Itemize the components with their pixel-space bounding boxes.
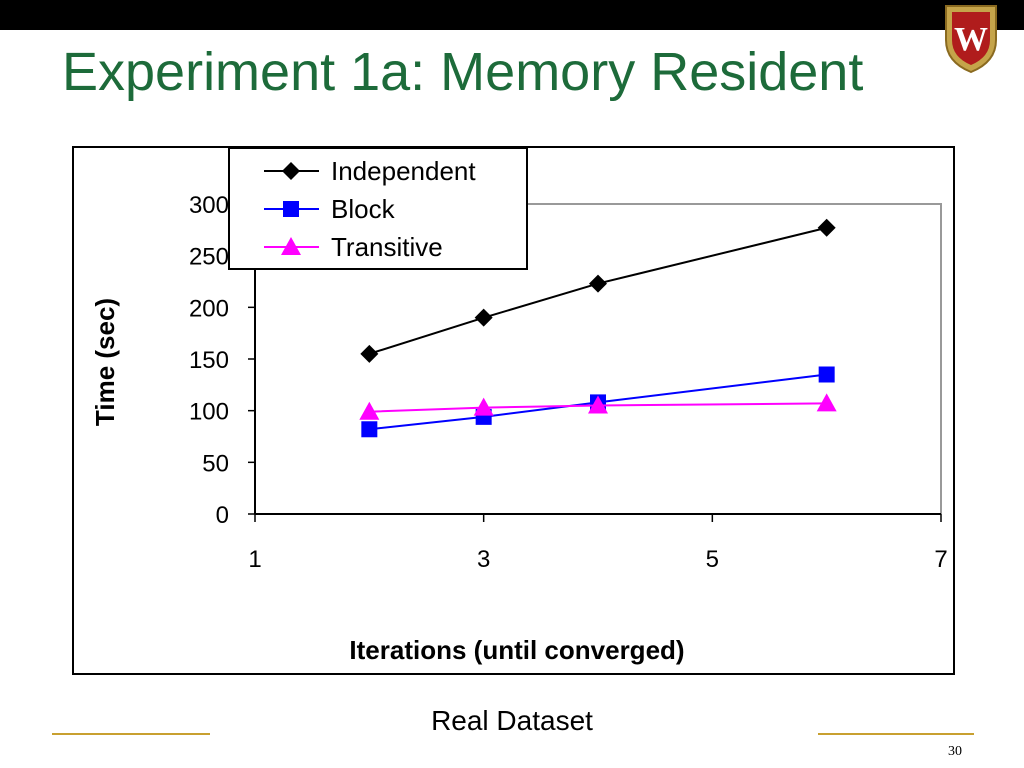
y-tick-label: 300 xyxy=(189,192,229,219)
data-point-independent xyxy=(589,274,607,293)
data-point-transitive xyxy=(816,393,837,412)
y-tick-label: 100 xyxy=(189,399,229,426)
top-bar xyxy=(0,0,1024,30)
data-point-transitive xyxy=(588,395,608,414)
university-crest-icon: W xyxy=(945,5,997,74)
y-axis-label: Time (sec) xyxy=(90,298,120,426)
slide-title: Experiment 1a: Memory Resident xyxy=(62,42,864,102)
page-number: 30 xyxy=(948,744,962,759)
svg-text:W: W xyxy=(954,21,988,58)
x-axis-label: Iterations (until converged) xyxy=(349,635,684,665)
y-tick-label: 250 xyxy=(189,244,229,271)
data-point-independent xyxy=(817,218,836,237)
divider-left xyxy=(52,733,210,735)
legend-marker-independent xyxy=(282,162,300,180)
y-tick-label: 150 xyxy=(189,347,229,374)
series-line-block xyxy=(369,373,827,431)
y-tick-label: 50 xyxy=(202,450,229,477)
y-tick-label: 200 xyxy=(189,295,229,322)
data-point-transitive xyxy=(473,397,494,416)
legend-label-independent: Independent xyxy=(331,156,476,186)
legend-label-block: Block xyxy=(331,194,396,224)
data-point-independent xyxy=(474,308,493,327)
data-point-independent xyxy=(360,344,379,363)
data-point-block xyxy=(818,366,835,383)
data-point-block xyxy=(361,421,378,438)
legend-marker-transitive xyxy=(281,237,301,255)
legend-marker-block xyxy=(283,201,299,217)
x-tick-label: 1 xyxy=(248,546,261,573)
divider-right xyxy=(818,733,974,735)
chart-frame: 0 50 100 150 200 250 300 1 3 5 7 Iterations (until … xyxy=(72,146,955,675)
x-tick-label: 7 xyxy=(934,546,947,573)
x-tick-label: 3 xyxy=(477,546,490,573)
series-line-independent xyxy=(369,226,827,355)
line-chart: 0 50 100 150 200 250 300 1 3 5 7 Iterations (until … xyxy=(90,148,948,665)
legend-label-transitive: Transitive xyxy=(331,232,443,262)
y-tick-label: 0 xyxy=(216,502,229,529)
data-point-transitive xyxy=(359,401,380,420)
x-tick-label: 5 xyxy=(706,546,719,573)
series-line-transitive xyxy=(369,402,827,413)
slide-caption: Real Dataset xyxy=(431,705,593,736)
